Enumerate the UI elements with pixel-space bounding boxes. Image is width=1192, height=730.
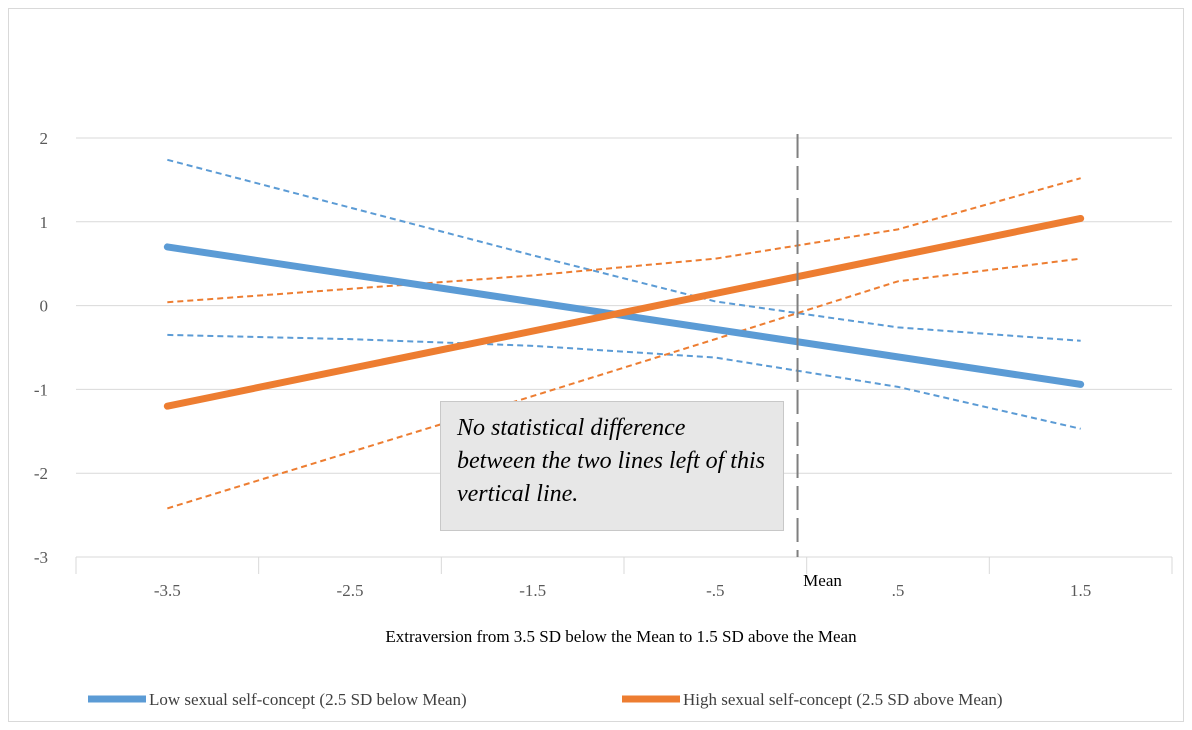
y-axis-ticks: 2 1 0 -1 -2 -3	[34, 129, 48, 567]
lower-bound-line	[167, 257, 1081, 510]
chart-frame	[8, 8, 1184, 722]
x-tick-label: -1.5	[519, 581, 546, 600]
y-tick-label: 2	[40, 129, 49, 148]
x-tick-label: -2.5	[337, 581, 364, 600]
x-tick-label: .5	[892, 581, 905, 600]
x-axis-ticks: -3.5 -2.5 -1.5 -.5 .5 1.5	[154, 581, 1091, 600]
lower-bound-line	[167, 333, 1081, 430]
x-tick-label: 1.5	[1070, 581, 1091, 600]
mean-marker: Mean	[796, 134, 842, 590]
y-tick-label: -3	[34, 548, 48, 567]
x-axis	[75, 556, 1173, 574]
upper-bound-line	[167, 158, 1081, 342]
legend: Low sexual self-concept (2.5 SD below Me…	[88, 690, 1003, 709]
y-tick-label: -2	[34, 464, 48, 483]
mean-label: Mean	[803, 571, 842, 590]
x-tick-label: -3.5	[154, 581, 181, 600]
y-tick-label: -1	[34, 380, 48, 399]
x-tick-label: -.5	[706, 581, 724, 600]
legend-label: High sexual self-concept (2.5 SD above M…	[683, 690, 1003, 709]
upper-bound-line	[167, 177, 1081, 304]
estimate-line	[163, 214, 1085, 410]
y-tick-label: 1	[40, 213, 49, 232]
x-axis-title: Extraversion from 3.5 SD below the Mean …	[385, 627, 857, 646]
y-tick-label: 0	[40, 297, 49, 316]
legend-label: Low sexual self-concept (2.5 SD below Me…	[149, 690, 467, 709]
annotation-box: No statistical difference between the tw…	[440, 401, 784, 531]
series-lines	[163, 158, 1085, 510]
